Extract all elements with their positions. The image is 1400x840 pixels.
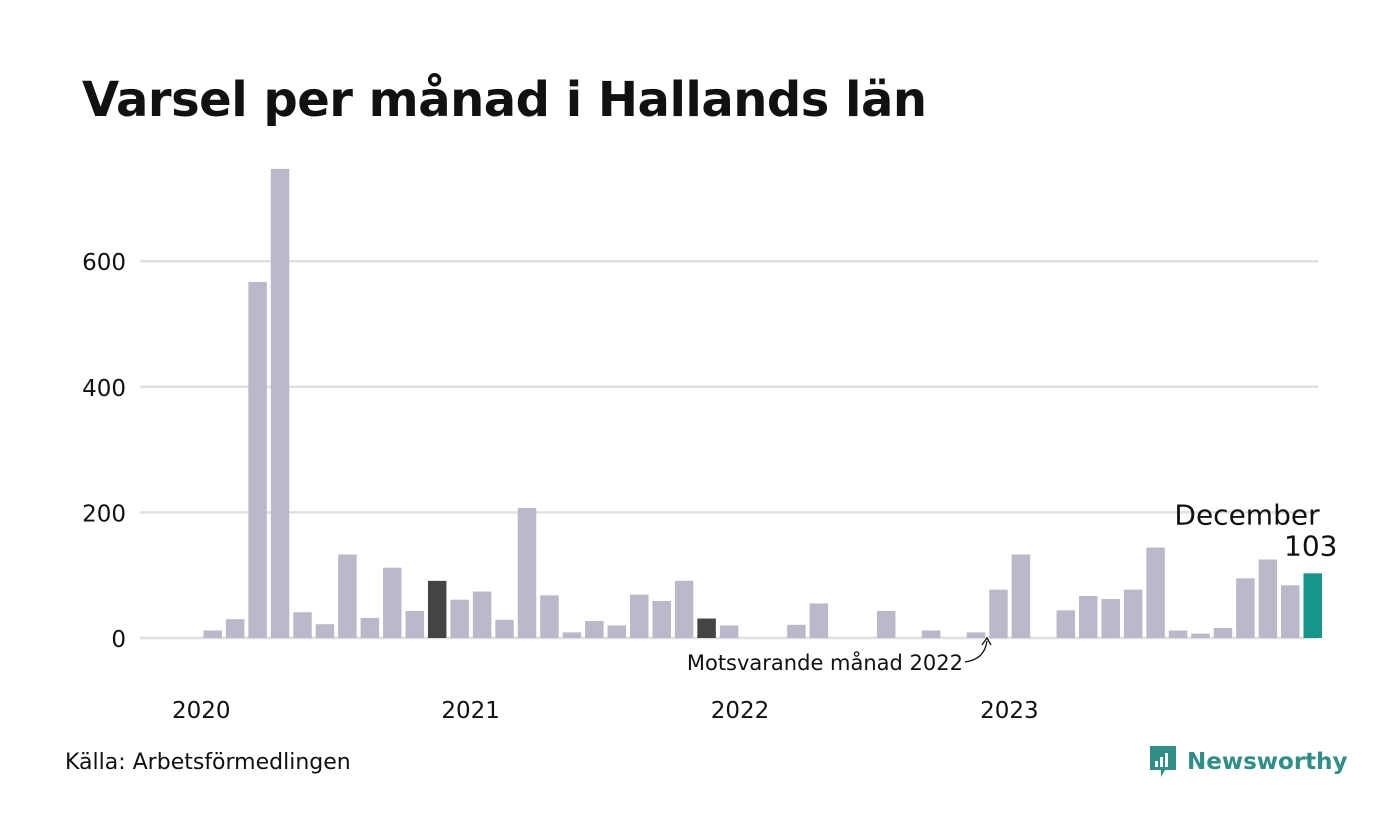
bar — [405, 611, 424, 638]
bar — [562, 632, 582, 638]
comparison-annotation: Motsvarande månad 2022 — [687, 636, 992, 675]
bar — [383, 567, 402, 638]
bar — [360, 617, 380, 638]
bar — [540, 595, 559, 638]
annotation-text: Motsvarande månad 2022 — [687, 650, 963, 675]
bar — [674, 580, 694, 638]
newsworthy-chart-bubble-icon — [1150, 746, 1176, 777]
bars — [203, 168, 1322, 638]
bar — [225, 619, 245, 638]
bar — [1168, 630, 1188, 638]
bar — [1101, 599, 1120, 638]
x-axis-ticks: 2020 2021 2022 2023 — [172, 698, 1039, 724]
y-tick-label: 600 — [82, 250, 126, 276]
bar — [585, 621, 604, 638]
bar — [1213, 627, 1233, 638]
x-tick-label: 2020 — [172, 698, 231, 724]
bar — [517, 508, 537, 638]
bar — [248, 281, 267, 638]
comparison-bar — [427, 580, 447, 638]
bar — [472, 591, 492, 638]
gridlines — [140, 259, 1318, 640]
newsworthy-logo[interactable]: Newsworthy — [1148, 744, 1348, 780]
comparison-bar — [697, 618, 716, 638]
bar — [495, 619, 514, 638]
y-tick-label: 0 — [111, 627, 126, 653]
annotation-arrowhead — [981, 636, 992, 646]
bar — [1146, 547, 1165, 638]
y-tick-label: 400 — [82, 376, 126, 402]
bar — [809, 603, 829, 638]
bar — [652, 600, 671, 638]
highlight-month-label: December — [1174, 498, 1320, 531]
bar — [315, 624, 335, 638]
highlight-value-label: 103 — [1284, 529, 1337, 562]
bar — [1191, 633, 1210, 638]
highlight-bar — [1303, 573, 1322, 638]
bar — [1079, 595, 1098, 638]
bar — [270, 168, 290, 638]
bar — [450, 599, 469, 638]
bar — [1056, 610, 1076, 638]
bar — [1258, 559, 1278, 638]
bar — [1123, 589, 1143, 638]
bar — [876, 611, 896, 638]
annotation-arrow — [964, 640, 988, 663]
bar — [203, 630, 222, 638]
source-note: Källa: Arbetsförmedlingen — [65, 750, 351, 775]
bar — [1236, 578, 1255, 638]
bar — [989, 589, 1008, 638]
bar — [607, 625, 627, 638]
y-axis-ticks: 0 200 400 600 — [82, 250, 126, 653]
x-tick-label: 2022 — [711, 698, 770, 724]
logo-text: Newsworthy — [1187, 749, 1348, 775]
bar — [293, 612, 312, 638]
x-tick-label: 2023 — [980, 698, 1039, 724]
chart-title: Varsel per månad i Hallands län — [82, 72, 927, 128]
bar — [787, 624, 806, 638]
bar — [1011, 554, 1031, 638]
bar — [630, 594, 649, 638]
x-tick-label: 2021 — [441, 698, 500, 724]
bar — [966, 632, 986, 638]
highlight-labels: December 103 — [1174, 498, 1337, 562]
y-tick-label: 200 — [82, 501, 126, 527]
bar — [1281, 585, 1300, 638]
bar — [719, 625, 739, 638]
bar — [921, 630, 941, 638]
bar — [338, 554, 357, 638]
